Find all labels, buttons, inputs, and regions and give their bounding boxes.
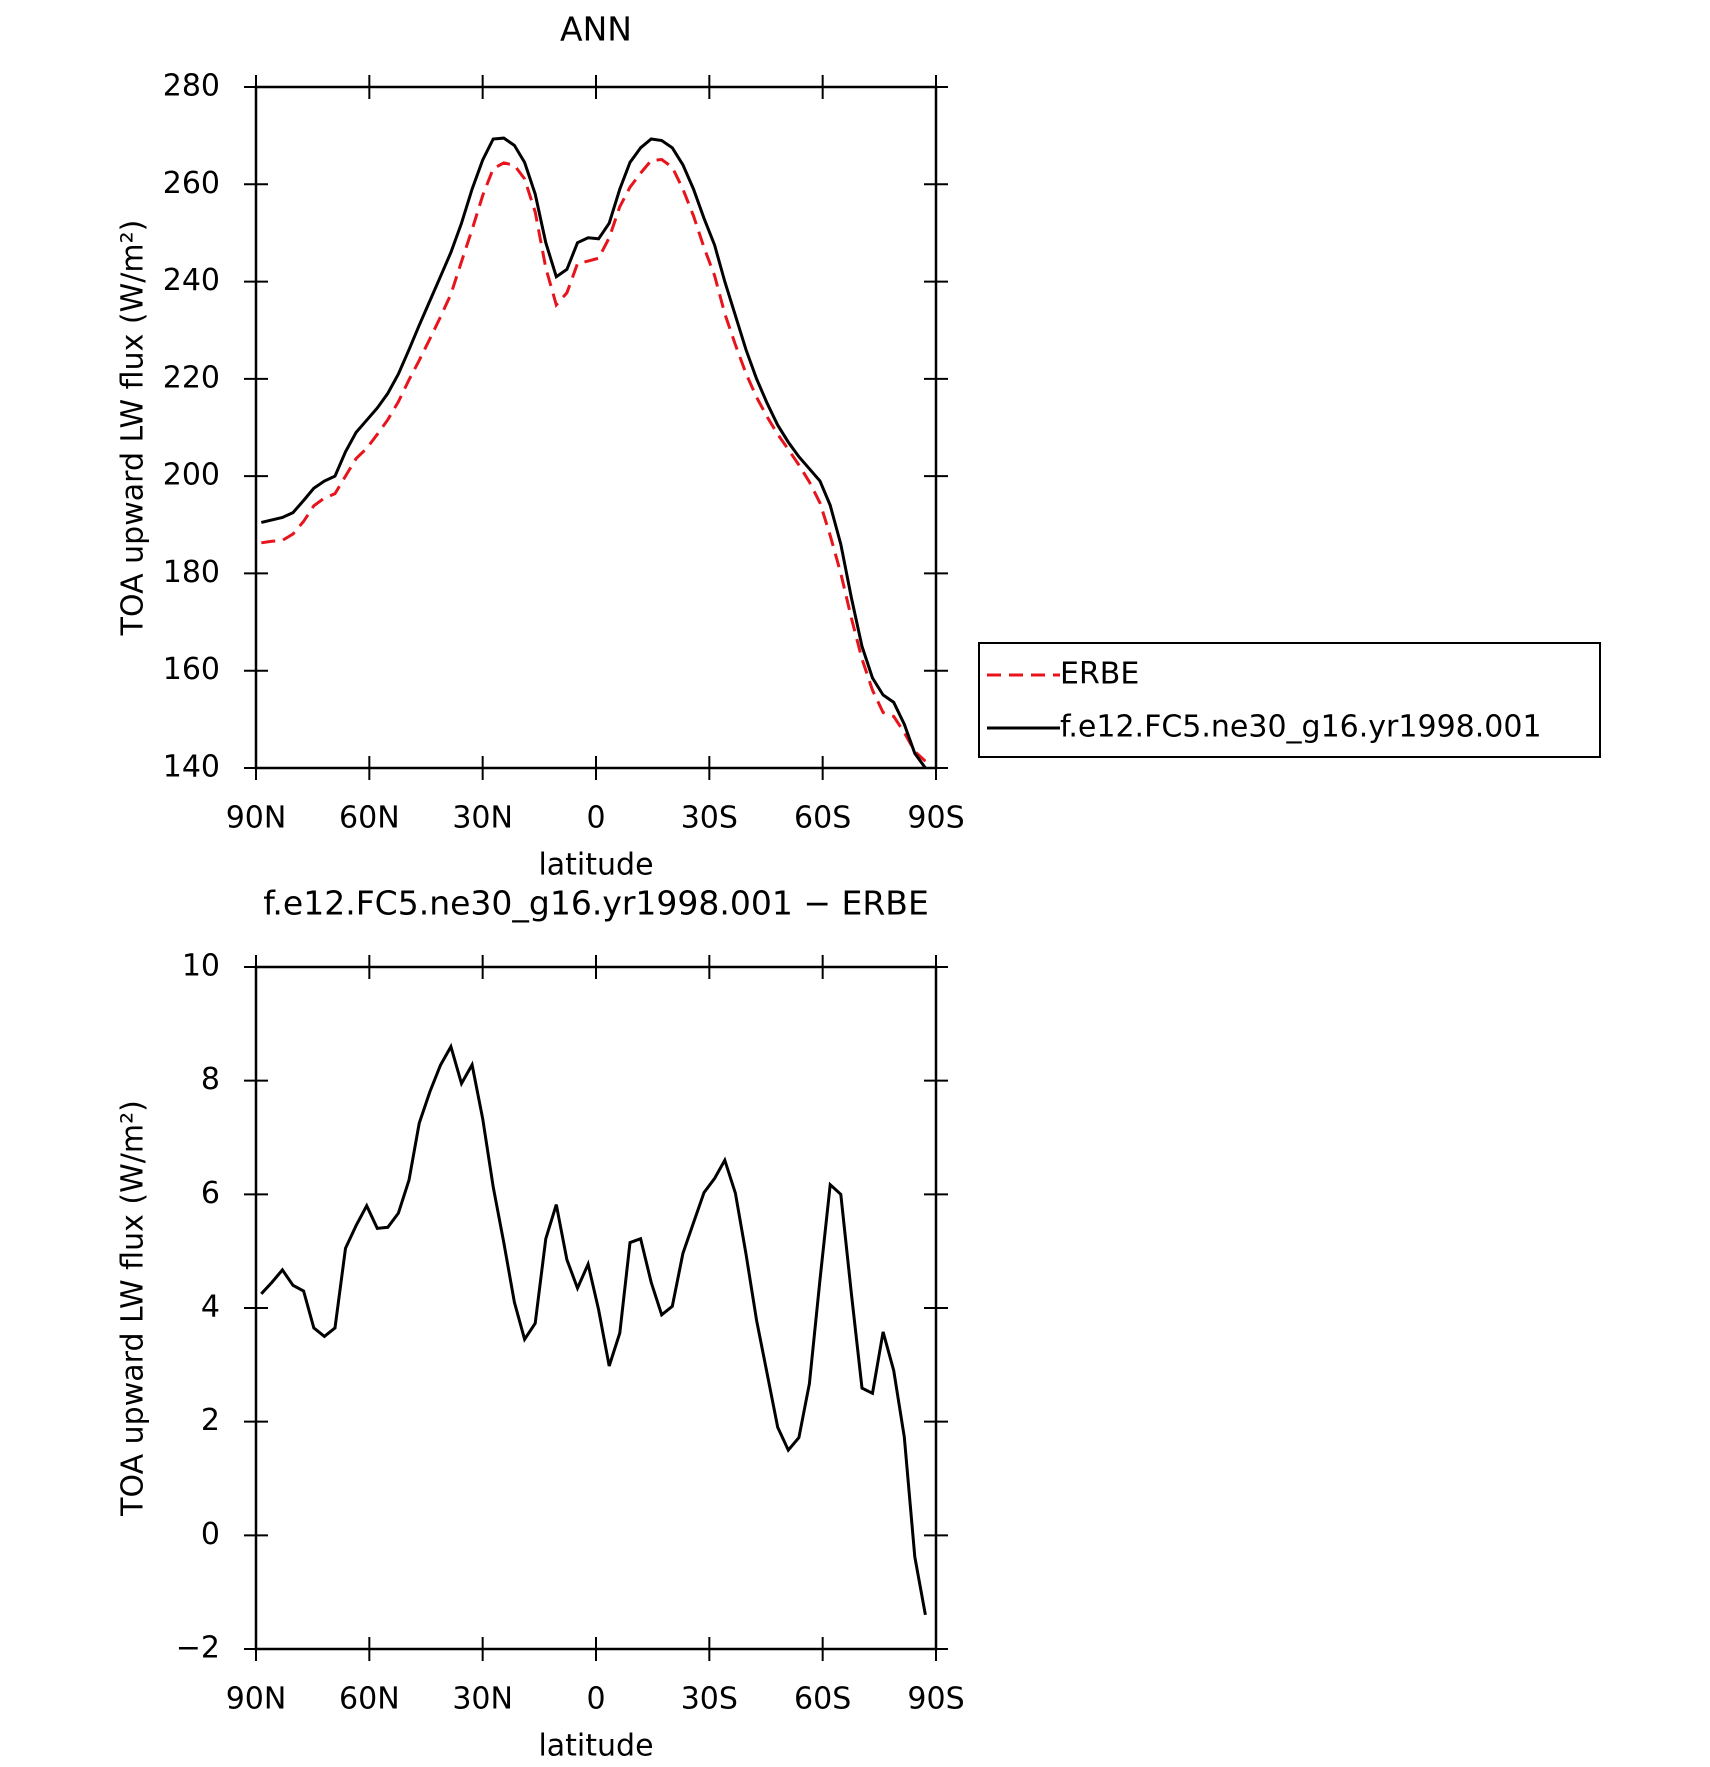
y-tick-label: 140 — [163, 750, 220, 785]
x-tick-label: 60S — [794, 801, 851, 836]
x-tick-label: 60N — [339, 1682, 400, 1717]
y-tick-label: 220 — [163, 360, 220, 395]
x-tick-label: 90N — [226, 801, 287, 836]
x-tick-label: 60S — [794, 1682, 851, 1717]
x-tick-label: 30S — [681, 1682, 738, 1717]
y-tick-label: 200 — [163, 458, 220, 493]
y-tick-label: 6 — [201, 1176, 220, 1211]
y-tick-label: 240 — [163, 263, 220, 298]
y-tick-label: 260 — [163, 166, 220, 201]
data-line — [261, 157, 927, 763]
x-tick-label: 90S — [907, 1682, 964, 1717]
x-tick-label: 30N — [452, 801, 513, 836]
y-tick-label: 8 — [201, 1062, 220, 1097]
data-line — [260, 1042, 927, 1616]
chart-title: ANN — [560, 10, 632, 49]
x-axis-label: latitude — [538, 1729, 653, 1764]
x-tick-label: 60N — [339, 801, 400, 836]
y-tick-label: 2 — [201, 1403, 220, 1438]
x-tick-label: 90N — [226, 1682, 287, 1717]
y-axis-label: TOA upward LW flux (W/m²) — [116, 220, 151, 637]
x-tick-label: 30N — [452, 1682, 513, 1717]
x-axis-label: latitude — [538, 848, 653, 883]
y-tick-label: 280 — [163, 69, 220, 104]
x-tick-label: 0 — [586, 1682, 605, 1717]
data-line — [260, 136, 927, 769]
plot-frame — [254, 965, 938, 1651]
y-axis-label: TOA upward LW flux (W/m²) — [116, 1100, 151, 1517]
y-tick-label: −2 — [176, 1631, 220, 1666]
x-tick-label: 30S — [681, 801, 738, 836]
y-tick-label: 10 — [182, 949, 220, 984]
y-tick-label: 160 — [163, 652, 220, 687]
legend-label: f.e12.FC5.ne30_g16.yr1998.001 — [1060, 710, 1542, 745]
x-tick-label: 90S — [907, 801, 964, 836]
legend-box — [978, 642, 1601, 758]
x-tick-label: 0 — [586, 801, 605, 836]
y-tick-label: 4 — [201, 1290, 220, 1325]
legend-label: ERBE — [1060, 657, 1139, 692]
y-tick-label: 180 — [163, 555, 220, 590]
plot-frame — [254, 85, 938, 770]
chart-title: f.e12.FC5.ne30_g16.yr1998.001 − ERBE — [263, 884, 929, 923]
y-tick-label: 0 — [201, 1517, 220, 1552]
